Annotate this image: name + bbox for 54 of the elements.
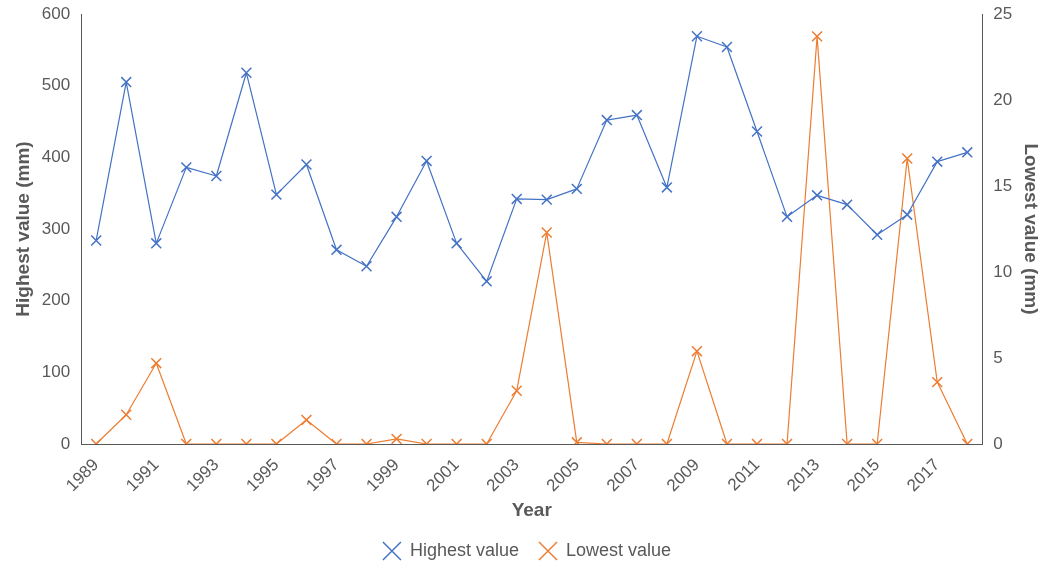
point <box>691 30 703 42</box>
point <box>751 125 763 138</box>
point <box>390 211 403 223</box>
y2-tick-label: 15 <box>993 175 1013 195</box>
y-tick-label: 600 <box>41 3 71 23</box>
point <box>270 188 283 201</box>
legend-label: Highest value <box>409 539 520 560</box>
y-tick-label: 400 <box>41 147 71 167</box>
point <box>661 181 673 194</box>
y2-tick-label: 5 <box>993 347 1003 367</box>
point <box>90 234 102 247</box>
y-tick-label: 200 <box>41 290 71 310</box>
point <box>931 376 943 388</box>
y-tick-label: 100 <box>41 362 71 382</box>
point <box>450 237 463 250</box>
point <box>330 244 343 256</box>
y-tick-label: 500 <box>41 75 71 95</box>
point <box>781 211 793 223</box>
point <box>901 152 913 165</box>
point <box>240 67 253 79</box>
y2-tick-label: 25 <box>993 3 1013 23</box>
point <box>210 170 223 182</box>
point <box>871 229 883 241</box>
point <box>691 345 703 357</box>
point <box>631 109 643 121</box>
point <box>360 260 373 272</box>
legend-label: Lowest value <box>566 539 672 560</box>
point <box>901 208 913 221</box>
point <box>721 41 733 53</box>
point <box>150 357 162 369</box>
x-axis-title: Year <box>511 498 553 520</box>
point <box>841 198 853 211</box>
point <box>961 146 973 159</box>
y-tick-label: 300 <box>41 218 71 238</box>
y-axis-title: Highest value (mm) <box>11 141 33 317</box>
point <box>811 30 823 43</box>
point <box>420 155 433 167</box>
point <box>300 158 313 171</box>
point <box>511 193 523 205</box>
y2-tick-label: 0 <box>993 433 1003 453</box>
point <box>541 226 553 239</box>
y2-tick-label: 20 <box>993 89 1013 109</box>
point <box>541 193 553 206</box>
point <box>120 76 132 88</box>
point <box>811 189 823 202</box>
point <box>180 161 192 174</box>
point <box>150 237 162 250</box>
y2-tick-label: 10 <box>993 261 1013 281</box>
point <box>480 275 493 288</box>
point <box>601 114 613 126</box>
point <box>931 155 943 168</box>
y-tick-label: 0 <box>60 433 71 453</box>
y2-axis-title: Lowest value (mm) <box>1021 143 1043 315</box>
point <box>571 183 583 195</box>
